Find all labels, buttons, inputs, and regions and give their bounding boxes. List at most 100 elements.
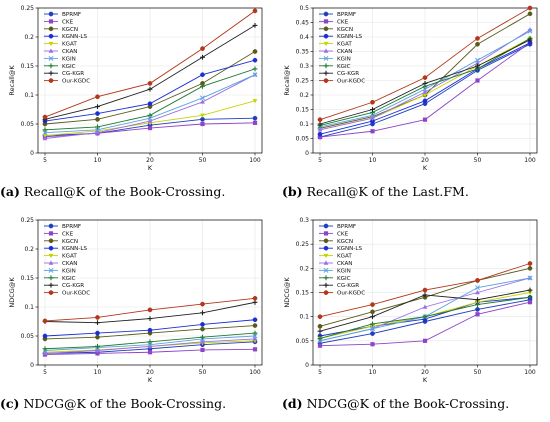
- data-point-ckan: [200, 339, 205, 344]
- data-point-ckan: [475, 60, 480, 65]
- data-point-kgic: [317, 336, 323, 341]
- x-tick-label: 10: [94, 157, 102, 164]
- legend-label-cke: CKE: [62, 231, 74, 237]
- data-point-kgcn: [527, 11, 533, 17]
- legend-label-ckan: CKAN: [337, 261, 353, 267]
- legend-marker-kgin: [48, 55, 54, 61]
- legend-marker-cke: [323, 231, 329, 236]
- x-tick-label: 50: [199, 369, 207, 376]
- y-axis-label: Recall@K: [283, 65, 291, 96]
- y-tick-label: 0.1: [24, 92, 34, 99]
- caption-d-text: NDCG@K of the Book-Crossing.: [306, 396, 510, 411]
- y-tick-label: 0.25: [21, 5, 35, 12]
- caption-b-text: Recall@K of the Last.FM.: [306, 184, 469, 199]
- data-point-our-kgdc: [422, 287, 428, 293]
- data-point-kgnn-ls: [95, 330, 100, 336]
- legend-marker-kgic: [323, 63, 329, 69]
- data-point-ckan: [42, 136, 48, 141]
- y-tick-label: 0.05: [296, 136, 310, 143]
- series-cke: [317, 300, 533, 348]
- legend-label-kgcn: KGCN: [337, 27, 353, 33]
- legend-marker-kgcn: [48, 238, 54, 244]
- legend-label-kgnn-ls: KGNN-LS: [337, 246, 363, 252]
- y-tick-label: 0.4: [299, 34, 309, 41]
- y-tick-label: 0.1: [24, 304, 34, 311]
- legend-label-our-kgdc: Our-KGDC: [337, 79, 365, 85]
- data-point-our-kgdc: [42, 318, 48, 324]
- data-point-kgin: [200, 95, 205, 101]
- data-point-our-kgdc: [147, 81, 153, 86]
- data-point-kgic: [95, 124, 100, 130]
- x-tick-label: 50: [474, 157, 482, 164]
- series-kgin: [42, 72, 258, 136]
- x-tick-label: 10: [369, 369, 377, 376]
- legend-marker-kgin: [323, 267, 329, 273]
- legend-marker-kgcn: [323, 26, 329, 32]
- x-tick-label: 100: [524, 369, 536, 376]
- legend-label-cg-kgr: CG-KGR: [337, 71, 359, 77]
- data-point-our-kgdc: [370, 302, 375, 307]
- y-tick-label: 0.25: [296, 241, 310, 248]
- data-point-kgat: [200, 113, 205, 118]
- legend-label-kgat: KGAT: [62, 42, 77, 48]
- data-point-our-kgdc: [42, 114, 48, 120]
- data-point-kgnn-ls: [42, 333, 48, 339]
- legend-label-kgin: KGIN: [62, 268, 76, 274]
- legend-label-kgcn: KGCN: [337, 239, 353, 245]
- legend-marker-ckan: [323, 48, 329, 53]
- x-tick-label: 50: [199, 157, 207, 164]
- chart-recall-book-crossing: 0 0.05 0.1 0.15 0.2 0.25 5 10 20 50 100 K Recall@K BP…: [0, 0, 275, 200]
- data-point-kgin: [475, 285, 480, 291]
- legend-label-kgin: KGIN: [337, 56, 351, 62]
- data-point-our-kgdc: [527, 261, 533, 266]
- data-point-ckan: [422, 304, 428, 309]
- x-tick-label: 10: [369, 157, 377, 164]
- x-tick-label: 10: [94, 369, 102, 376]
- legend-label-kgin: KGIN: [337, 268, 351, 274]
- legend-label-cke: CKE: [62, 19, 74, 25]
- data-point-our-kgdc: [252, 8, 258, 14]
- legend-marker-kgat: [48, 41, 54, 47]
- data-point-cg-kgr: [95, 320, 100, 326]
- data-point-kgin: [317, 338, 323, 344]
- legend-marker-our-kgdc: [48, 78, 54, 83]
- data-point-cke: [317, 134, 323, 140]
- data-point-cke: [527, 300, 533, 305]
- legend-marker-bprmf: [48, 11, 54, 17]
- data-point-bprmf: [475, 307, 480, 312]
- series-ckan: [317, 27, 533, 132]
- legend-label-our-kgdc: Our-KGDC: [62, 291, 90, 297]
- data-point-cg-kgr: [252, 23, 258, 28]
- legend-marker-cg-kgr: [48, 282, 54, 288]
- series-ckan: [42, 72, 258, 141]
- legend-marker-kgnn-ls: [48, 245, 54, 251]
- data-point-cg-kgr: [200, 310, 205, 316]
- data-point-cg-kgr: [475, 63, 480, 69]
- data-point-kgin: [370, 326, 375, 332]
- data-point-cke: [475, 312, 480, 317]
- series-our-kgdc: [317, 5, 533, 123]
- legend-marker-kgcn: [48, 26, 54, 32]
- plot-frame: [312, 219, 538, 366]
- data-point-cg-kgr: [527, 287, 533, 293]
- caption-a-label: (a): [0, 184, 20, 199]
- data-point-kgic: [252, 330, 258, 336]
- chart-svg: 0 0.05 0.1 0.15 0.2 0.25 5 10 20 50 100 K Recall@K BP…: [8, 5, 263, 172]
- data-point-kgic: [147, 339, 153, 345]
- series-ckan: [42, 336, 258, 356]
- legend-marker-ckan: [48, 48, 54, 53]
- series-kgnn-ls: [42, 57, 258, 124]
- series-kgic: [42, 66, 258, 133]
- data-point-kgcn: [95, 334, 100, 340]
- data-point-ckan: [422, 89, 428, 94]
- series-kgic: [42, 330, 258, 352]
- x-tick-label: 100: [249, 157, 261, 164]
- legend-marker-kgcn: [323, 238, 329, 244]
- legend-label-kgat: KGAT: [62, 254, 77, 260]
- data-point-cke: [147, 350, 153, 355]
- series-our-kgdc: [317, 261, 533, 320]
- data-point-kgic: [475, 302, 480, 307]
- data-point-cke: [475, 78, 480, 83]
- y-tick-label: 0.3: [299, 217, 309, 224]
- y-tick-label: 0.3: [299, 63, 309, 70]
